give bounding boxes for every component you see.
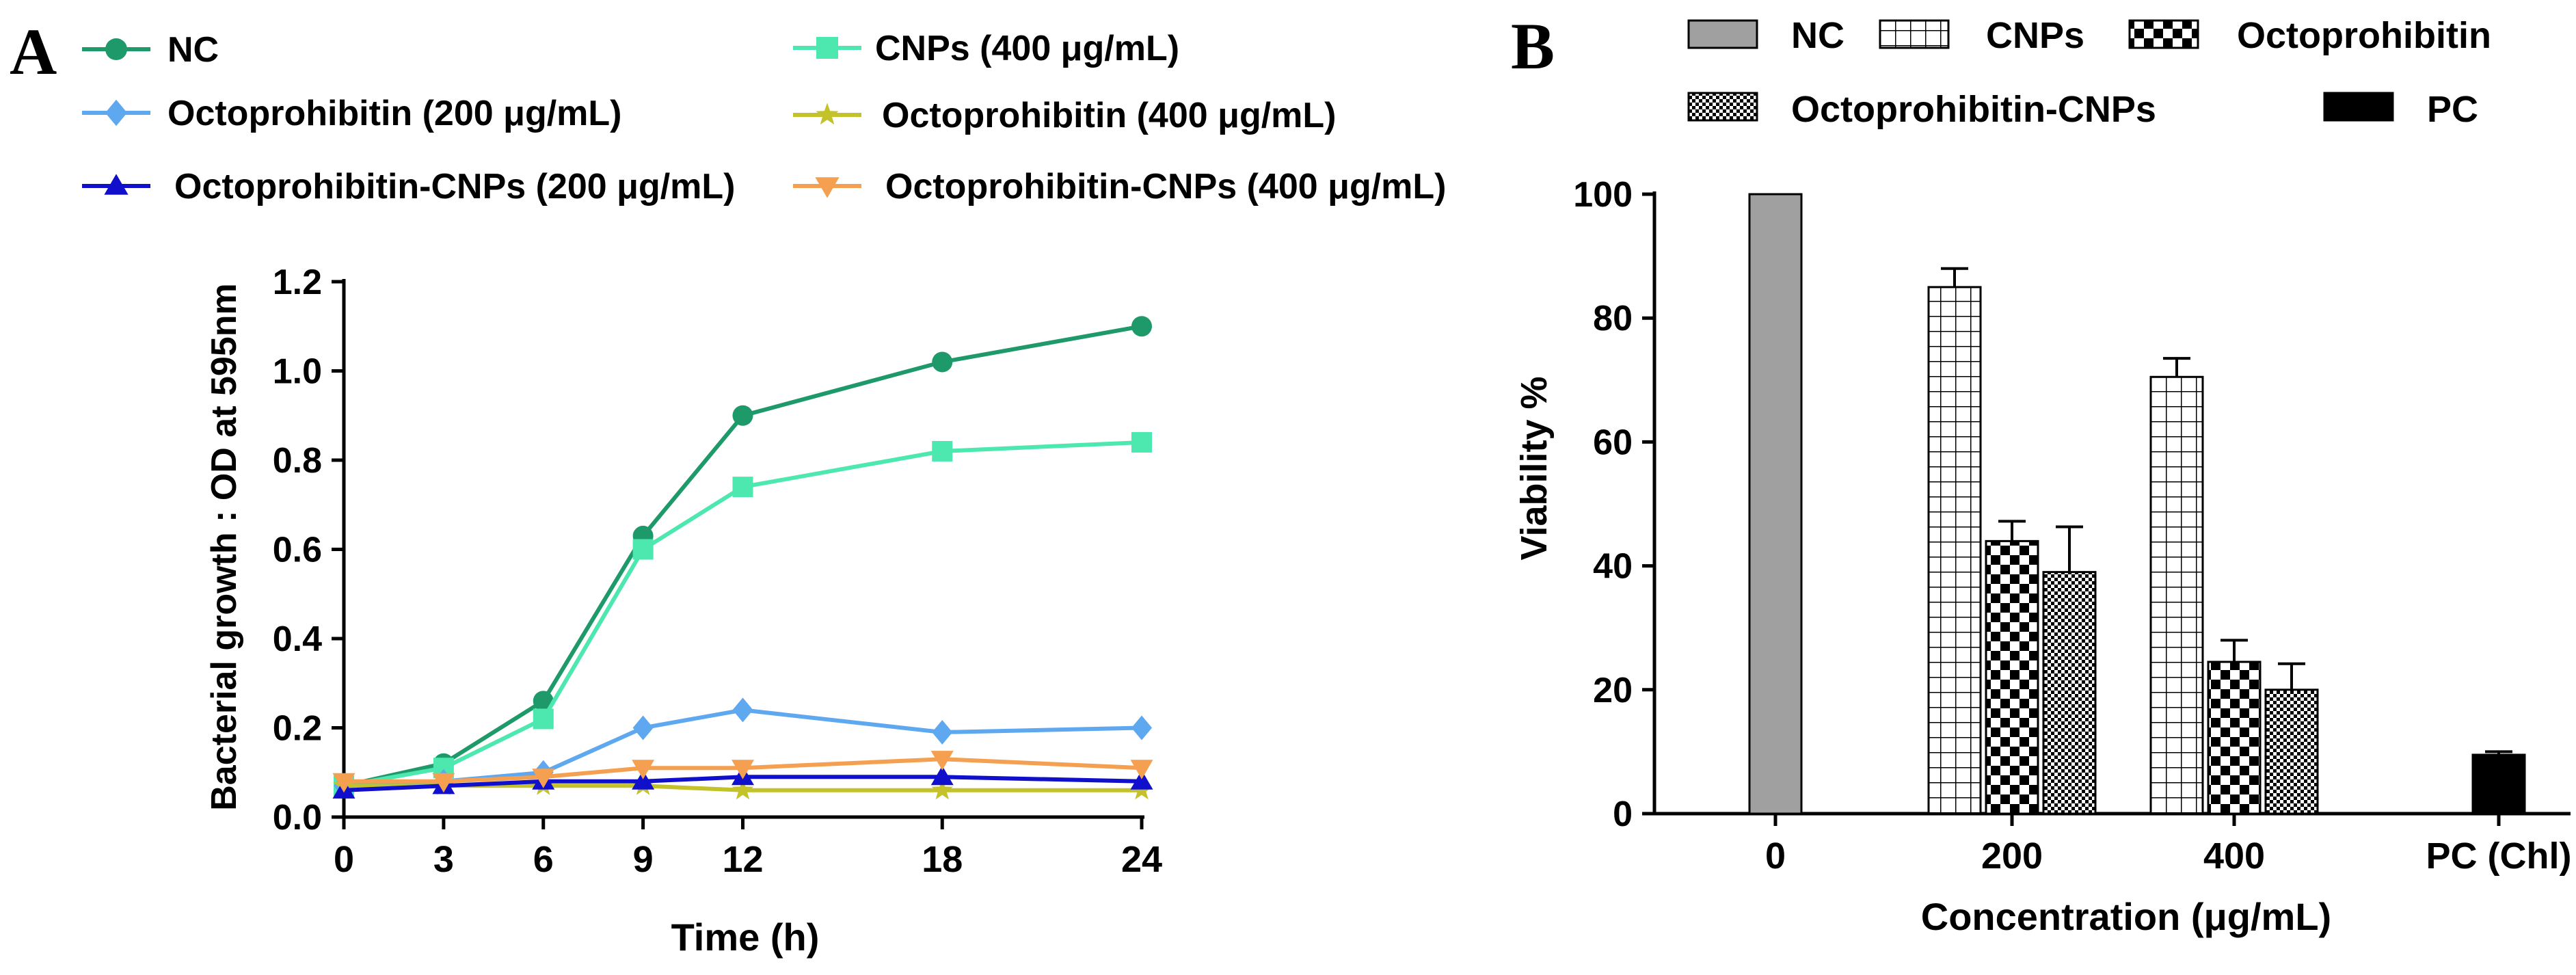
line-chart-x-tick-label: 12 (722, 839, 763, 880)
line-chart-point (332, 773, 355, 793)
line-chart-legend-marker (105, 38, 127, 60)
bar-chart-legend-swatch (1687, 92, 1758, 122)
line-chart-y-tick-label: 0.0 (273, 798, 322, 838)
line-chart-point (1130, 760, 1153, 779)
line-chart-legend-label: Octoprohibitin (200 μg/mL) (167, 94, 621, 133)
bar-chart-y-tick-label: 80 (1593, 299, 1633, 338)
panel-a-label: A (10, 15, 57, 88)
line-chart-x-tick-label: 18 (922, 839, 963, 880)
bar-chart-x-tick-label: PC (Chl) (2426, 836, 2572, 877)
line-chart-legend-marker (816, 103, 839, 125)
bar-chart-x-tick-label: 0 (1765, 836, 1786, 877)
line-chart-point (931, 779, 953, 800)
bar-chart-legend-label: CNPs (1986, 15, 2084, 56)
line-chart-legend-label: Octoprohibitin-CNPs (200 μg/mL) (174, 167, 736, 206)
line-chart-x-tick-label: 0 (334, 839, 354, 880)
line-chart-legend-marker (815, 177, 840, 198)
line-chart-legend-marker (105, 99, 127, 126)
bar-chart-legend: NC CNPs Octoprohibitin Octoprohibitin-CNPs P… (1687, 15, 2491, 130)
bar-chart-bar (1927, 286, 1982, 815)
line-chart-point (1131, 316, 1152, 337)
line-chart-axes: 0.0 0.2 0.4 0.6 0.8 1.0 1.2 0 3 6 9 12 18 24 (273, 263, 1162, 880)
bar-chart-y-tick-label: 20 (1593, 671, 1633, 710)
line-chart-point (930, 765, 954, 786)
line-chart-point (533, 708, 554, 730)
line-chart-y-tick-label: 1.0 (273, 352, 322, 392)
line-chart-legend: NC CNPs (400 μg/mL) Octoprohibitin (200 μg… (82, 29, 1447, 206)
line-chart-point (1130, 770, 1153, 790)
line-chart-point (632, 539, 654, 560)
line-chart-point (932, 720, 953, 745)
line-chart-point (932, 440, 953, 462)
bar-chart-axes: 0 20 40 60 80 100 0 200 400 PC (Chl) (1573, 175, 2571, 877)
line-chart-point (930, 751, 954, 771)
bar-chart-bar (2471, 753, 2526, 815)
line-chart-x-tick-label: 3 (433, 839, 454, 880)
line-chart-series (332, 316, 1153, 800)
line-chart-point (432, 773, 455, 793)
bar-chart-bar (2264, 689, 2319, 815)
panel-b-label: B (1511, 10, 1555, 83)
line-chart-point (732, 405, 753, 426)
bar-chart-bars (1748, 193, 2526, 815)
line-chart-point (532, 769, 555, 788)
line-chart-legend-label: Octoprohibitin (400 μg/mL) (882, 96, 1336, 135)
bar-chart-bar (1748, 193, 1803, 815)
bar-chart-legend-label: NC (1791, 15, 1844, 56)
bar-chart-legend-swatch (2323, 92, 2394, 122)
line-chart-point (732, 697, 753, 723)
line-chart-y-tick-label: 0.4 (273, 619, 322, 659)
line-chart-point (632, 770, 655, 790)
line-chart-x-tick-label: 6 (533, 839, 554, 880)
line-chart-x-axis-label: Time (h) (671, 916, 820, 959)
bar-chart-x-tick-label: 200 (1981, 836, 2043, 877)
line-chart-y-tick-label: 0.6 (273, 531, 322, 570)
line-chart-legend-label: Octoprohibitin-CNPs (400 μg/mL) (885, 167, 1447, 206)
line-chart-point (1131, 431, 1152, 453)
line-chart: NC CNPs (400 μg/mL) Octoprohibitin (200 μg… (82, 29, 1447, 959)
bar-chart-legend-label: Octoprohibitin-CNPs (1791, 89, 2156, 130)
bar-chart-legend-swatch (1687, 19, 1758, 49)
line-chart-point (732, 760, 754, 779)
bar-chart-x-axis-label: Concentration (μg/mL) (1921, 895, 2331, 938)
bar-chart-y-tick-label: 100 (1573, 175, 1633, 215)
bar-chart-legend-swatch (1879, 19, 1950, 49)
bar-chart-bar (2042, 571, 2097, 815)
line-chart-point (932, 351, 953, 373)
line-chart-legend-label: NC (167, 30, 219, 70)
line-chart-x-tick-label: 9 (633, 839, 654, 880)
line-chart-point (1131, 715, 1152, 740)
line-chart-y-axis-label: Bacterial growth : OD at 595nm (204, 283, 244, 811)
line-chart-legend-label: CNPs (400 μg/mL) (875, 29, 1179, 68)
bar-chart-bar (1985, 539, 2039, 815)
bar-chart-bar (2149, 375, 2204, 815)
bar-chart-y-tick-label: 60 (1593, 423, 1633, 462)
line-chart-point (732, 477, 753, 498)
line-chart-x-tick-label: 24 (1121, 839, 1162, 880)
line-chart-point (533, 691, 554, 712)
line-chart-point (632, 760, 655, 779)
line-chart-legend-marker (816, 37, 838, 59)
line-chart-y-tick-label: 0.2 (273, 709, 322, 749)
bar-chart-x-tick-label: 400 (2203, 836, 2265, 877)
bar-chart-y-tick-label: 40 (1593, 547, 1633, 587)
line-chart-legend-marker (104, 174, 129, 195)
bar-chart-bar (2207, 660, 2262, 815)
bar-chart-legend-swatch (2128, 19, 2199, 49)
line-chart-point (632, 715, 654, 740)
line-chart-point (732, 779, 754, 800)
line-chart-y-tick-label: 1.2 (273, 263, 322, 302)
bar-chart-legend-label: Octoprohibitin (2237, 15, 2491, 56)
bar-chart-y-axis-label: Viability % (1514, 376, 1555, 560)
bar-chart-y-tick-label: 0 (1613, 794, 1633, 834)
line-chart-y-tick-label: 0.8 (273, 441, 322, 481)
bar-chart-legend-label: PC (2427, 89, 2478, 130)
bar-chart: NC CNPs Octoprohibitin Octoprohibitin-CNPs P… (1514, 15, 2571, 938)
